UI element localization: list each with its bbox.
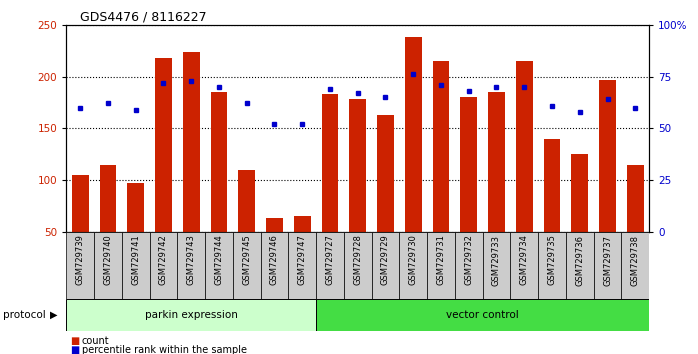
Text: GSM729745: GSM729745 [242,235,251,285]
Bar [72,175,89,232]
Text: GSM729729: GSM729729 [381,235,390,285]
Text: protocol: protocol [3,310,46,320]
Bar [94,232,122,299]
Text: GSM729734: GSM729734 [520,235,529,285]
Text: GDS4476 / 8116227: GDS4476 / 8116227 [80,11,207,24]
Bar [177,232,205,299]
Text: vector control: vector control [446,310,519,320]
Bar [127,183,144,232]
Bar [322,94,339,232]
Text: GSM729743: GSM729743 [186,235,195,285]
Bar [371,232,399,299]
Bar [433,61,450,232]
Text: GSM729730: GSM729730 [409,235,417,285]
Bar [122,232,149,299]
Text: GSM729736: GSM729736 [575,235,584,286]
Text: ■: ■ [70,345,79,354]
Text: GSM729738: GSM729738 [631,235,640,286]
Bar [288,232,316,299]
Bar [239,170,255,232]
Bar [427,232,455,299]
Bar [149,232,177,299]
Bar [516,61,533,232]
Bar [316,299,649,331]
Bar [350,99,366,232]
Bar [455,232,482,299]
Text: GSM729747: GSM729747 [298,235,306,285]
Text: ▶: ▶ [50,310,58,320]
Bar [544,139,560,232]
Text: count: count [82,336,110,346]
Text: GSM729741: GSM729741 [131,235,140,285]
Bar [627,165,644,232]
Bar [266,218,283,232]
Text: GSM729732: GSM729732 [464,235,473,285]
Bar [294,216,311,232]
Text: GSM729733: GSM729733 [492,235,501,286]
Bar [488,92,505,232]
Bar [566,232,593,299]
Bar [510,232,538,299]
Text: parkin expression: parkin expression [144,310,237,320]
Bar [260,232,288,299]
Text: GSM729728: GSM729728 [353,235,362,285]
Bar [183,52,200,232]
Bar [100,165,117,232]
Bar [205,232,233,299]
Text: GSM729746: GSM729746 [270,235,279,285]
Bar [593,232,621,299]
Text: GSM729739: GSM729739 [75,235,84,285]
Bar [316,232,344,299]
Text: GSM729742: GSM729742 [159,235,168,285]
Bar [211,92,228,232]
Bar [399,232,427,299]
Bar [66,232,94,299]
Bar [461,97,477,232]
Text: GSM729727: GSM729727 [325,235,334,285]
Text: GSM729735: GSM729735 [547,235,556,285]
Bar [572,154,588,232]
Bar [621,232,649,299]
Bar [66,299,316,331]
Bar [482,232,510,299]
Text: GSM729744: GSM729744 [214,235,223,285]
Text: percentile rank within the sample: percentile rank within the sample [82,345,246,354]
Bar [233,232,260,299]
Text: GSM729731: GSM729731 [436,235,445,285]
Text: ■: ■ [70,336,79,346]
Bar [599,80,616,232]
Bar [377,115,394,232]
Bar [405,37,422,232]
Bar [344,232,371,299]
Bar [538,232,566,299]
Bar [155,58,172,232]
Text: GSM729737: GSM729737 [603,235,612,286]
Text: GSM729740: GSM729740 [103,235,112,285]
